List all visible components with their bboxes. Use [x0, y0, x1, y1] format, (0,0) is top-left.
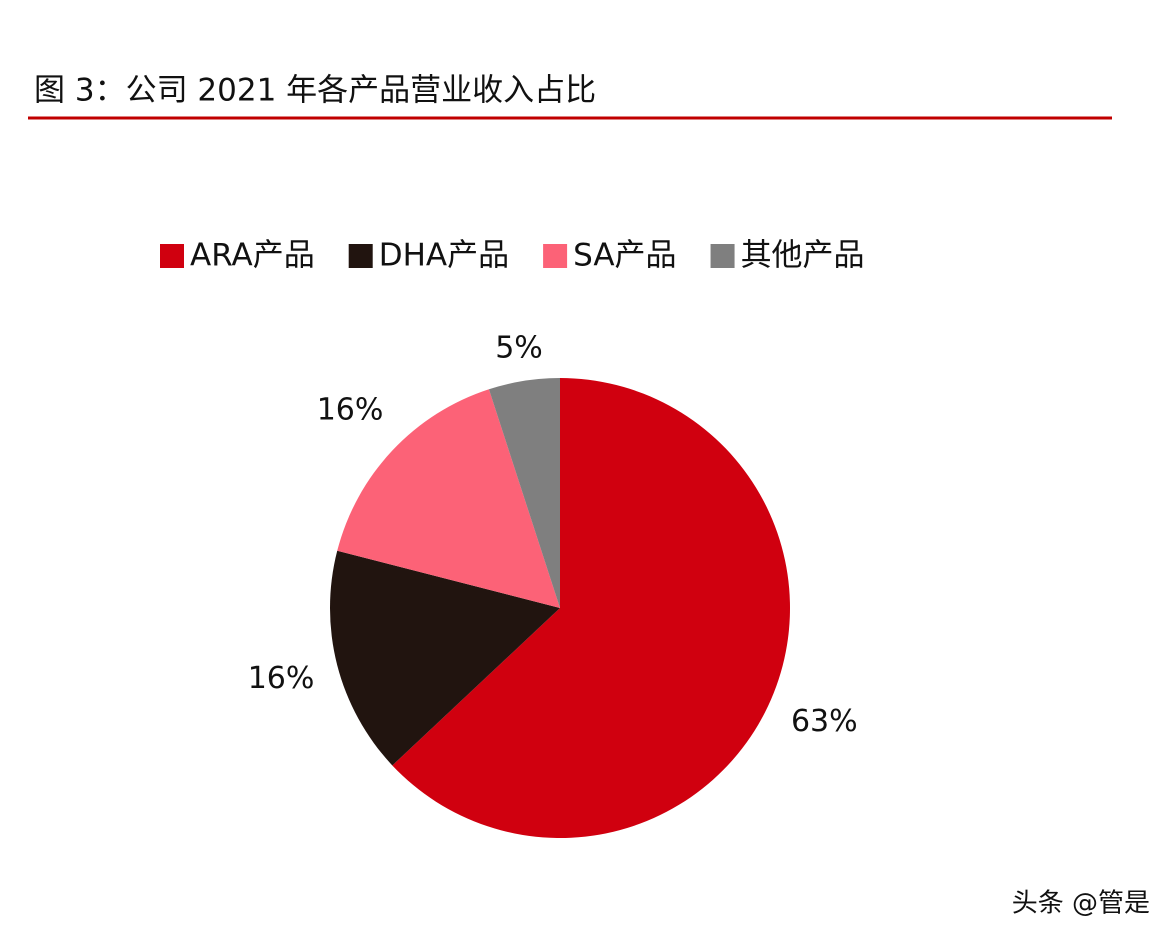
- watermark: 头条 @管是: [1012, 889, 1150, 919]
- legend-swatch: [543, 244, 568, 268]
- legend-label: ARA产品: [190, 238, 315, 274]
- legend-label: 其他产品: [741, 238, 865, 274]
- data-label: 16%: [317, 392, 384, 427]
- legend-swatch: [710, 244, 735, 268]
- chart-title: 图 3：公司 2021 年各产品营业收入占比: [34, 73, 596, 109]
- legend-label: DHA产品: [379, 238, 509, 274]
- pie-slice: [330, 550, 560, 766]
- data-label: 5%: [495, 331, 543, 366]
- legend-swatch: [160, 244, 184, 268]
- pie-slice: [392, 377, 790, 838]
- data-label: 63%: [791, 704, 858, 739]
- pie: 63% 16% 16% 5%: [248, 331, 858, 838]
- legend-swatch: [348, 244, 373, 268]
- legend: ARA产品 DHA产品 SA产品 其他产品: [160, 238, 865, 274]
- legend-label: SA产品: [573, 238, 676, 274]
- pie-slice: [488, 378, 560, 608]
- data-label: 16%: [248, 661, 315, 696]
- pie-slice: [337, 389, 560, 608]
